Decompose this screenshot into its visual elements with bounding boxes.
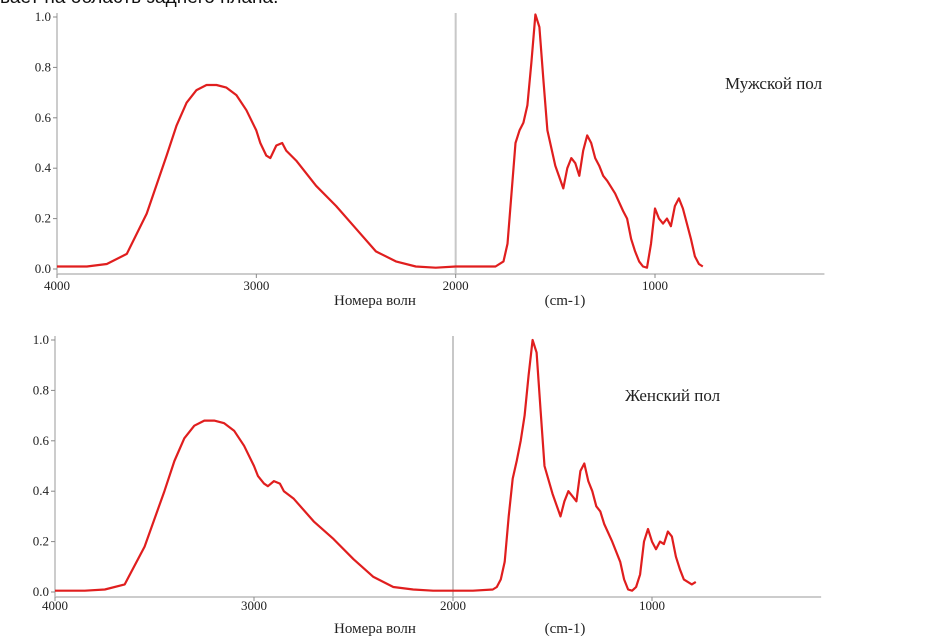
y-tick-label: 1.0 bbox=[35, 9, 51, 24]
female-spectrum-chart: 0.0 0.2 0.4 0.6 0.8 1.0 4000 3000 2000 1000 Номера… bbox=[33, 332, 822, 637]
header-text: вает на область заднего плана. bbox=[0, 0, 278, 9]
x-axis-unit: (cm-1) bbox=[545, 293, 586, 309]
x-axis-title: Номера волн bbox=[334, 293, 416, 309]
x-tick-label: 4000 bbox=[44, 278, 70, 293]
x-axis-title: Номера волн bbox=[334, 621, 416, 637]
spectrum-line bbox=[57, 13, 704, 269]
y-tick-label: 1.0 bbox=[33, 332, 49, 347]
x-axis-unit: (cm-1) bbox=[545, 621, 586, 637]
x-tick-label: 3000 bbox=[243, 278, 269, 293]
x-tick-label: 3000 bbox=[241, 598, 267, 613]
y-tick-label: 0.4 bbox=[33, 483, 50, 498]
y-tick-label: 0.4 bbox=[35, 160, 52, 175]
y-tick-label: 0.2 bbox=[35, 211, 51, 226]
y-tick-label: 0.8 bbox=[35, 59, 51, 74]
y-tick-label: 0.0 bbox=[35, 261, 51, 276]
x-tick-label: 4000 bbox=[42, 598, 68, 613]
x-tick-label: 1000 bbox=[639, 598, 665, 613]
y-tick-label: 0.2 bbox=[33, 534, 49, 549]
male-spectrum-chart: 0.0 0.2 0.4 0.6 0.8 1.0 4000 3000 2000 1000 Номера… bbox=[35, 9, 825, 309]
x-tick-label: 2000 bbox=[443, 278, 469, 293]
y-tick-label: 0.6 bbox=[33, 433, 50, 448]
x-tick-label: 1000 bbox=[642, 278, 668, 293]
y-tick-label: 0.0 bbox=[33, 584, 49, 599]
sex-annotation: Женский пол bbox=[625, 386, 721, 405]
spectrum-line bbox=[55, 338, 697, 592]
sex-annotation: Мужской пол bbox=[725, 74, 823, 93]
y-tick-label: 0.8 bbox=[33, 382, 49, 397]
x-tick-label: 2000 bbox=[440, 598, 466, 613]
y-tick-label: 0.6 bbox=[35, 110, 52, 125]
